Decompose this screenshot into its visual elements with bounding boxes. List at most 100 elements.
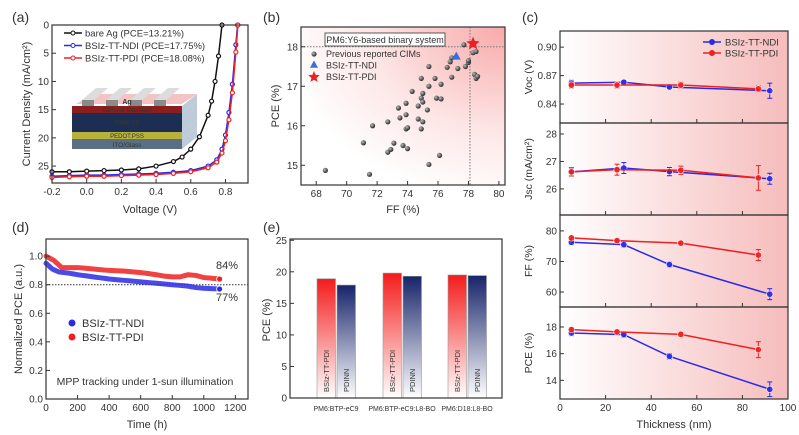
- scatter-point-cim: [449, 74, 455, 80]
- bar-label: BSIz-TT-PDI: [388, 350, 397, 392]
- jv-point: [212, 78, 218, 85]
- data-point-ndi: [665, 261, 673, 269]
- scatter-point-cim: [322, 167, 328, 173]
- x-tick-label: 1200: [224, 403, 247, 414]
- y-tick-label: 20: [276, 267, 288, 278]
- y-tick-label: 0.0: [29, 395, 43, 406]
- end-label-ndi: 77%: [216, 292, 238, 304]
- scatter-point-cim: [420, 119, 426, 125]
- scatter-point-cim: [400, 142, 406, 149]
- y-tick-label: 15: [276, 299, 288, 310]
- scatter-point-cim: [426, 83, 432, 89]
- panel-label: (d): [12, 219, 29, 235]
- jv-point: [136, 172, 142, 178]
- end-label-pdi: 84%: [216, 260, 238, 272]
- y-tick-label: 60: [546, 288, 558, 299]
- data-point-pdi: [613, 328, 621, 336]
- y-tick-label: 70: [546, 257, 558, 268]
- x-axis-label: Voltage (V): [123, 204, 177, 216]
- x-tick-label: 68: [311, 189, 323, 200]
- jv-point: [229, 90, 235, 96]
- panel-label: (e): [263, 219, 280, 235]
- legend-label: BSIz-TT-NDI: [725, 38, 779, 49]
- jv-point: [188, 169, 194, 175]
- y-tick-label: 17: [287, 82, 299, 93]
- jv-point: [214, 159, 220, 165]
- inset-ito: [72, 139, 182, 149]
- legend-marker: [70, 43, 76, 48]
- y-tick-label: 0: [43, 21, 49, 32]
- y-tick-label: 0.84: [538, 100, 558, 111]
- y-tick-label: 25: [276, 236, 288, 247]
- jv-point: [118, 167, 124, 173]
- y-tick-label: 15: [287, 161, 299, 172]
- scatter-point-cim: [418, 126, 424, 132]
- x-tick-label: 60: [691, 403, 703, 414]
- scatter-point-cim: [395, 105, 402, 111]
- scatter-point-cim: [391, 140, 397, 146]
- scatter-point-cim: [418, 75, 424, 81]
- legend-label: BSIz-TT-PDI (PCE=18.08%): [85, 54, 205, 65]
- panel-label: (b): [263, 9, 280, 25]
- legend-label: BSIz-TT-PDI: [725, 49, 778, 60]
- scatter-point-cim: [438, 96, 444, 102]
- data-point-pdi: [613, 237, 621, 245]
- inset-cathode-interlayer: [72, 106, 182, 113]
- ag-electrode-top: [130, 88, 156, 100]
- y-tick-label: 18: [546, 323, 558, 334]
- y-tick-label: 0.6: [29, 309, 43, 320]
- bar-label: BSIz-TT-PDI: [453, 350, 462, 392]
- scatter-point-cim: [426, 63, 432, 70]
- scatter-point-pdi: [466, 36, 480, 50]
- category-label: PM6:BTP-eC9: [313, 406, 358, 413]
- y-tick-label: 10: [276, 330, 288, 341]
- jv-point: [179, 154, 185, 160]
- jv-point: [170, 170, 177, 177]
- x-tick-label: 80: [493, 189, 505, 200]
- jv-point: [66, 174, 72, 180]
- data-point-pdi: [754, 174, 762, 182]
- bar-label: PDINN: [408, 369, 417, 392]
- data-point-pdi: [613, 166, 621, 174]
- jv-point: [208, 98, 215, 104]
- y-tick-label: 25: [38, 162, 50, 173]
- x-tick-label: 80: [737, 403, 749, 414]
- ag-electrode: [130, 100, 142, 106]
- scatter-point-cim: [397, 115, 403, 121]
- ag-electrode-top: [82, 88, 108, 100]
- scatter-point-cim: [447, 59, 453, 65]
- axes-frame-b: [300, 26, 506, 186]
- jv-point: [205, 112, 211, 118]
- y-axis-label: PCE (%): [270, 85, 282, 128]
- scatter-point-cim: [418, 95, 424, 101]
- x-tick-label: 1000: [193, 403, 216, 414]
- scatter-point-cim: [444, 64, 450, 70]
- line-pdi: [571, 84, 759, 90]
- y-tick-label: 0.4: [29, 337, 43, 348]
- x-axis-label: FF (%): [386, 204, 420, 216]
- scatter-point-cim: [404, 125, 411, 131]
- end-point: [216, 285, 223, 293]
- scatter-point-cim: [404, 146, 411, 152]
- data-point-pdi: [567, 234, 575, 242]
- scatter-point-cim: [424, 107, 430, 113]
- y-tick-label: 0.2: [29, 366, 43, 377]
- line-pdi: [571, 237, 759, 256]
- jv-point: [101, 173, 107, 179]
- scatter-point-cim: [462, 63, 469, 70]
- jv-point: [215, 53, 222, 59]
- data-point-pdi: [567, 168, 575, 176]
- inset-label-ito: ITO/Glass: [112, 142, 142, 149]
- y-axis-label: Jsc (mA/cm²): [523, 138, 535, 200]
- scatter-point-cim: [420, 90, 426, 96]
- legend-marker: [709, 50, 715, 56]
- data-point-ndi: [665, 352, 673, 360]
- scatter-point-cim: [473, 48, 479, 55]
- data-point-pdi: [754, 346, 762, 354]
- legend-label: bare Ag (PCE=13.21%): [85, 29, 184, 40]
- y-tick-label: 28: [546, 129, 558, 140]
- x-tick-label: 600: [132, 403, 149, 414]
- jv-point: [222, 138, 229, 144]
- x-tick-label: 0: [557, 403, 563, 414]
- x-axis-label: Thickness (nm): [636, 419, 711, 431]
